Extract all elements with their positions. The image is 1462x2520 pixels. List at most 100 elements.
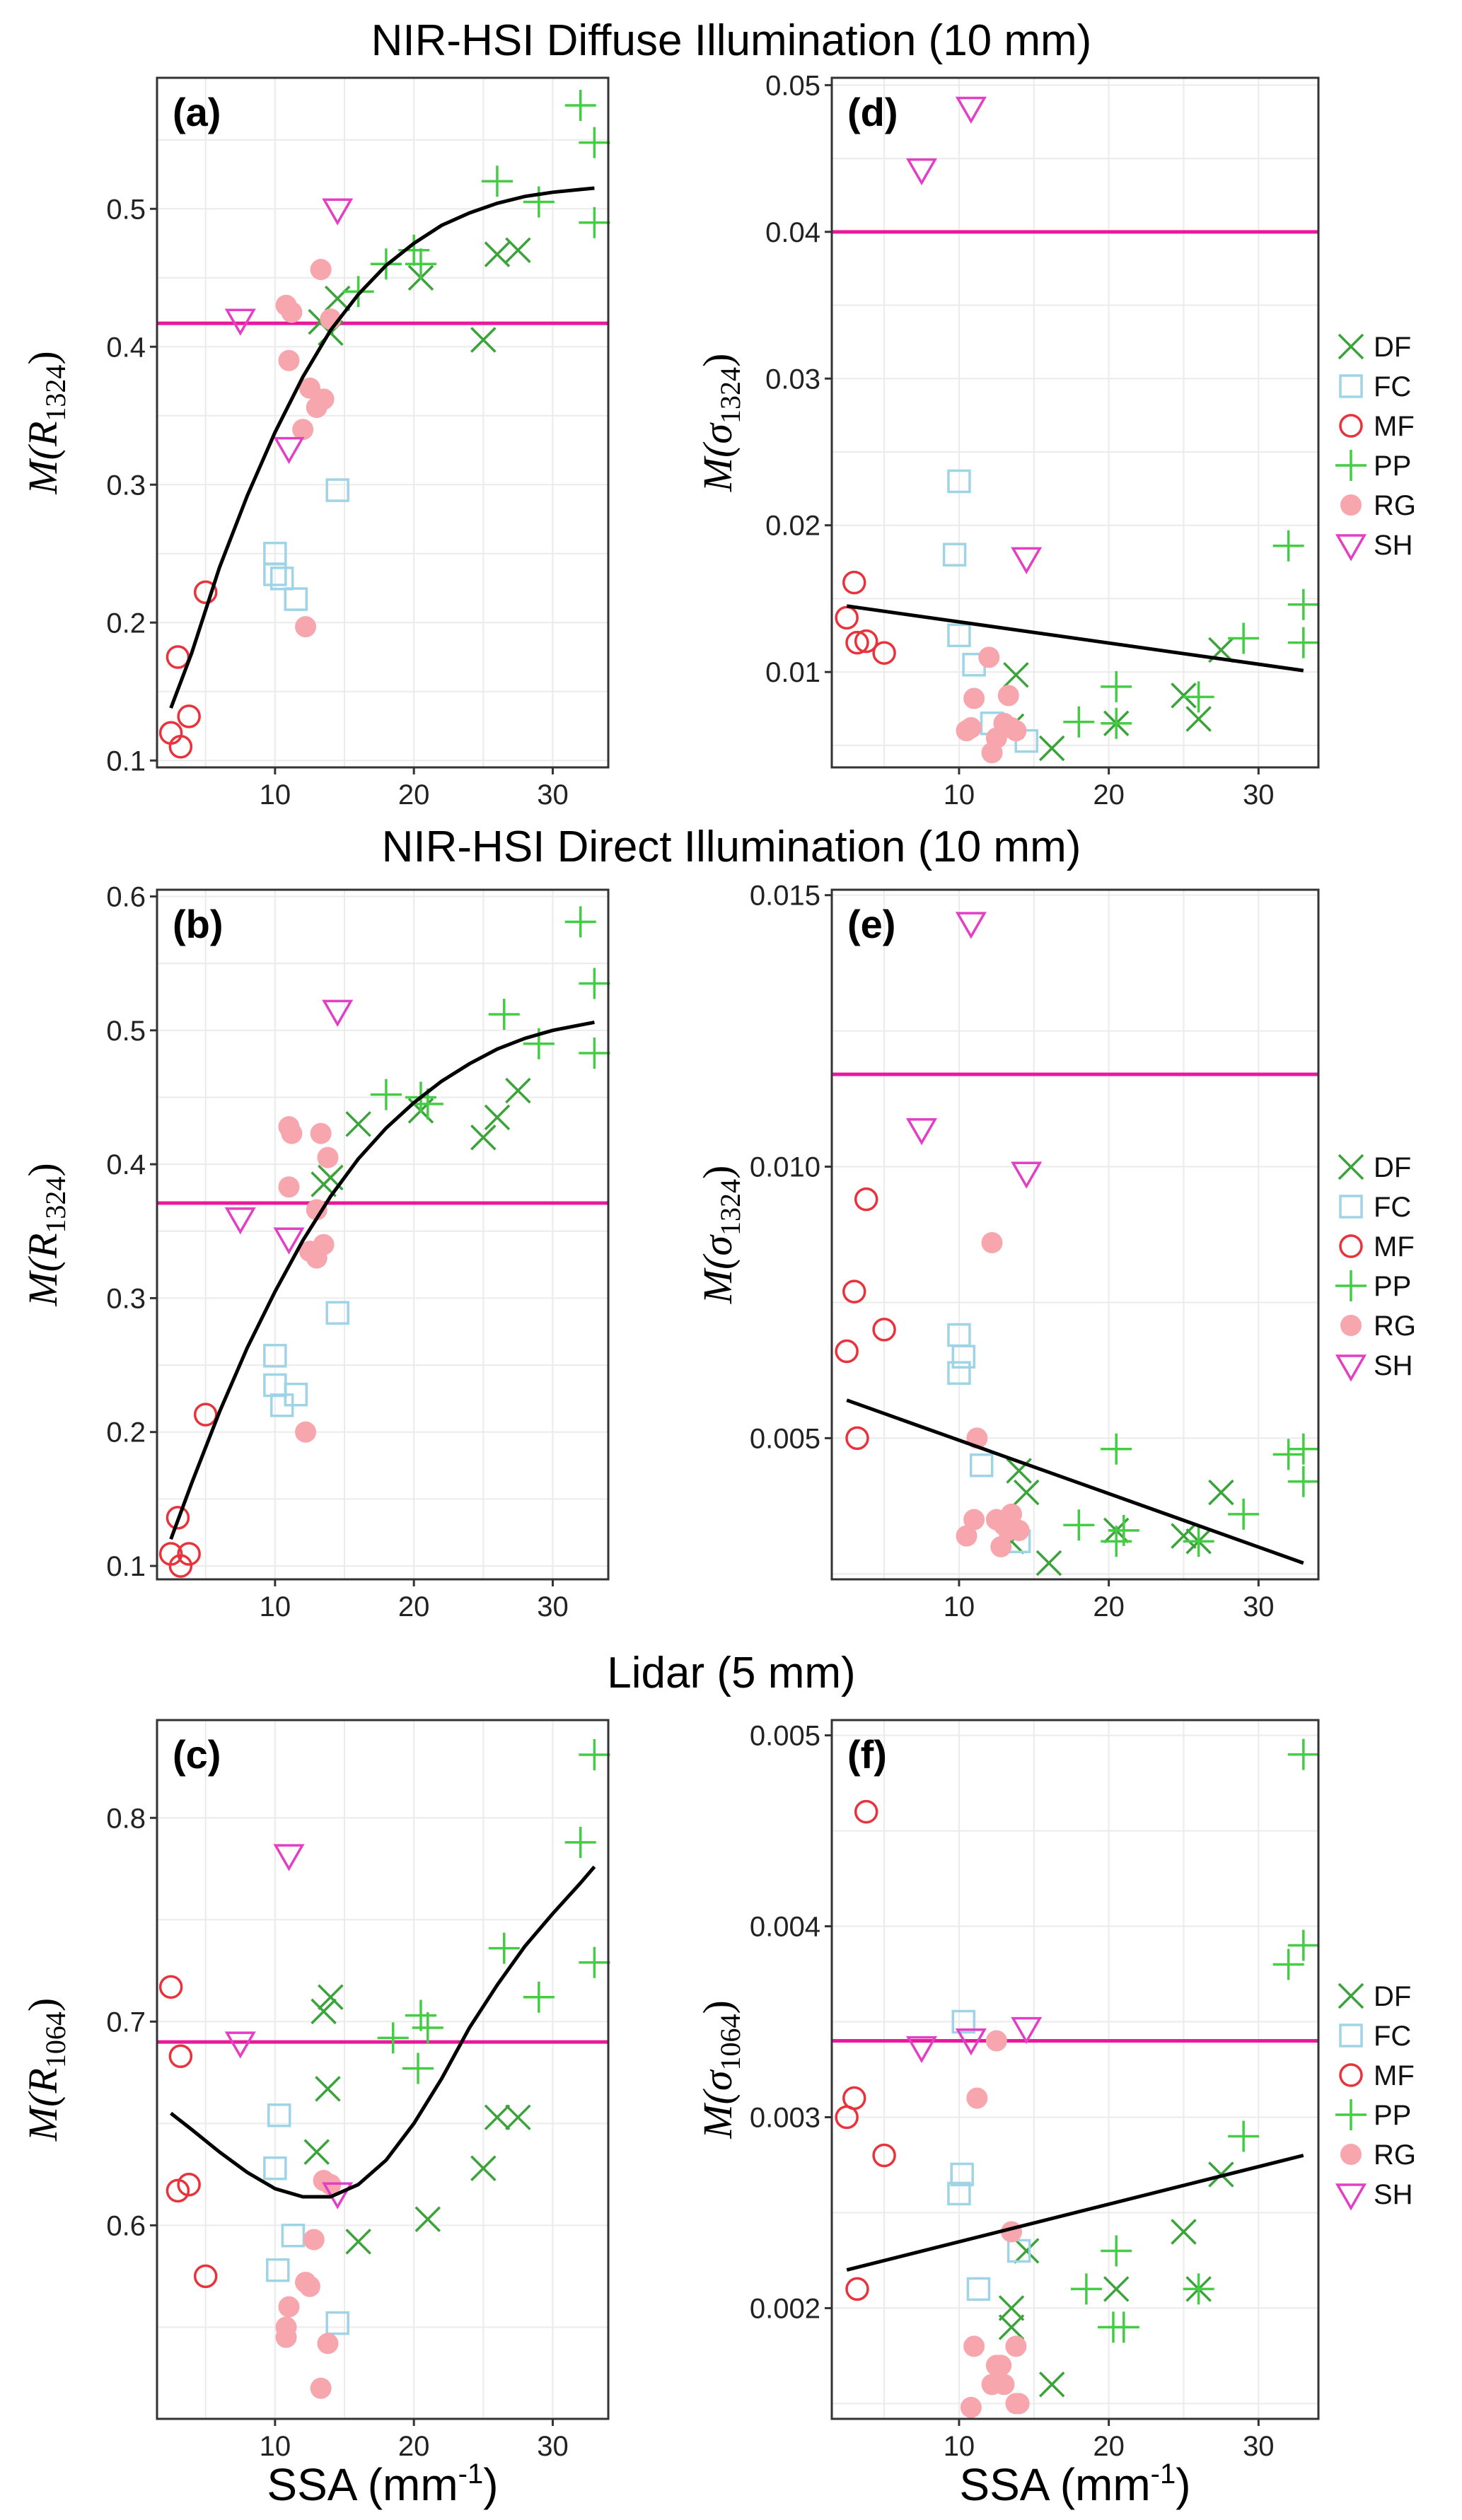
legend-label-df: DF	[1374, 1152, 1411, 1183]
point-pp	[1272, 530, 1304, 562]
point-pp	[579, 1946, 610, 1978]
x-tick-label: 10	[944, 1591, 975, 1622]
y-tick-label: 0.005	[750, 1423, 820, 1454]
point-df	[1171, 1523, 1197, 1549]
x-axis-title-superscript: -1	[458, 2458, 484, 2490]
y-axis-title-base: M(σ	[695, 1234, 741, 1305]
point-sh	[224, 308, 256, 336]
point-rg	[278, 2296, 300, 2318]
point-mf	[872, 1318, 896, 1342]
point-pp	[1272, 1949, 1304, 1980]
point-fc	[284, 1382, 308, 1407]
point-df	[345, 2229, 371, 2255]
x-tick-label: 30	[1243, 1591, 1275, 1622]
panel-frame	[830, 76, 1320, 769]
point-df	[505, 2104, 531, 2130]
point-pp	[405, 1999, 436, 2031]
panel-b: 0.1 0.2 0.3 0.4 0.5 0.6 10 20 30 (b) M(R1324)	[20, 881, 610, 1622]
point-rg	[963, 2335, 985, 2357]
point-sh	[955, 912, 987, 939]
point-rg	[292, 419, 314, 441]
panel-d: 0.01 0.02 0.03 0.04 0.05 10 20 30 (d) M(σ1324)	[695, 70, 1320, 811]
point-pp	[579, 1037, 610, 1069]
point-mf	[177, 704, 201, 728]
point-fc	[325, 478, 349, 502]
legend-key-fc	[1339, 1195, 1363, 1219]
x-tick-label: 10	[260, 2431, 291, 2462]
point-mf	[177, 1542, 201, 1566]
point-pp	[1101, 1433, 1132, 1465]
legend-label-fc: FC	[1374, 1192, 1411, 1223]
y-axis-title-subscript: 1324	[40, 365, 71, 422]
point-df	[505, 237, 531, 263]
point-mf	[854, 629, 878, 654]
point-pp	[405, 248, 436, 280]
x-tick-label: 30	[1243, 779, 1275, 811]
legend-key-sh	[1335, 2183, 1367, 2211]
point-df	[1038, 735, 1065, 762]
y-tick-label: 0.04	[765, 217, 820, 248]
point-sh	[955, 96, 987, 124]
point-rg	[960, 2396, 982, 2418]
legend-key-df	[1338, 1154, 1364, 1180]
point-df	[484, 241, 511, 267]
y-axis-title-subscript: 1064	[714, 2014, 746, 2071]
y-axis-title-close: )	[20, 351, 66, 364]
y-tick-label: 0.5	[106, 194, 146, 225]
x-axis-title-close: )	[1176, 2459, 1190, 2510]
point-fc	[263, 2156, 287, 2181]
y-tick-label: 0.01	[765, 657, 820, 688]
point-pp	[579, 207, 610, 238]
point-rg	[956, 1525, 977, 1547]
point-df	[315, 2076, 341, 2102]
plot-background	[832, 78, 1318, 767]
point-fc	[281, 2224, 306, 2248]
legend-key-pp	[1335, 2099, 1367, 2130]
point-mf	[835, 1339, 859, 1364]
y-tick-label: 0.6	[106, 881, 146, 912]
point-rg	[963, 687, 985, 709]
legend-label-mf: MF	[1374, 2060, 1415, 2091]
point-df	[505, 1077, 531, 1104]
x-tick-label: 30	[537, 779, 569, 811]
section-title-diffuse: NIR-HSI Diffuse Illumination (10 mm)	[371, 16, 1092, 65]
legend-3: DF FC MF PP RG SH	[1335, 1981, 1416, 2211]
legend-key-sh	[1335, 1354, 1367, 1382]
point-df	[1171, 683, 1197, 709]
point-pp	[488, 999, 520, 1030]
point-pp	[1287, 1929, 1319, 1961]
y-axis-title: M(σ1324)	[695, 354, 746, 493]
point-pp	[579, 1738, 610, 1770]
y-tick-label: 0.3	[106, 1283, 146, 1314]
legend-key-pp	[1335, 1270, 1367, 1301]
point-mf	[845, 1426, 869, 1451]
fit-curve	[846, 604, 1304, 673]
y-tick-label: 0.1	[106, 1551, 146, 1582]
point-df	[303, 2139, 330, 2165]
legend-label-df: DF	[1374, 332, 1411, 363]
point-rg	[295, 1421, 317, 1443]
point-pp	[412, 2011, 443, 2043]
x-axis-title-base: SSA (mm	[267, 2459, 458, 2510]
panel-frame	[156, 76, 610, 769]
point-pp	[1063, 1509, 1095, 1541]
point-sh	[1011, 1161, 1043, 1189]
point-rg	[963, 1509, 985, 1531]
point-df	[998, 2314, 1025, 2340]
point-pp	[1287, 627, 1319, 658]
x-tick-label: 10	[944, 779, 975, 811]
legend-label-rg: RG	[1374, 490, 1416, 521]
point-pp	[579, 127, 610, 158]
point-pp	[1287, 1433, 1319, 1465]
point-pp	[1287, 588, 1319, 620]
point-sh	[224, 2031, 256, 2059]
point-mf	[158, 1975, 183, 1999]
point-fc	[966, 2277, 991, 2301]
panel-label: (f)	[847, 1732, 887, 1777]
point-fc	[969, 1453, 994, 1477]
point-mf	[168, 1554, 193, 1578]
legend-key-mf	[1339, 414, 1363, 438]
point-df	[470, 2155, 497, 2181]
plot-background	[832, 1720, 1318, 2419]
point-pp	[1183, 681, 1214, 713]
